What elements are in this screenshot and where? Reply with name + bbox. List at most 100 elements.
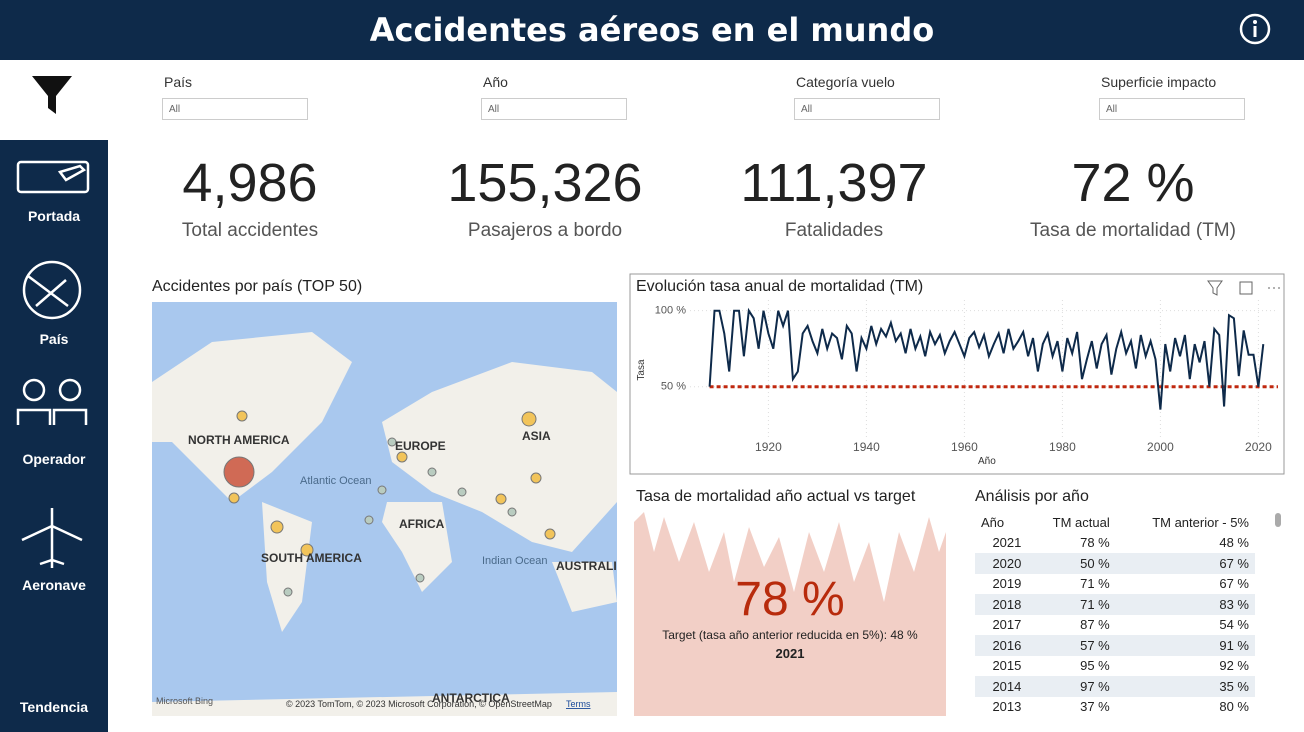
table-row: 2013 37 % 80 % <box>975 697 1255 717</box>
filter-dropdown[interactable]: All <box>794 98 940 120</box>
table-cell: 2016 <box>992 637 1022 653</box>
card-title: Tasa de mortalidad año actual vs target <box>636 488 916 505</box>
x-tick-label: 1960 <box>951 440 978 454</box>
chart-title: Evolución tasa anual de mortalidad (TM) <box>636 278 923 295</box>
map-terms[interactable]: Terms <box>566 699 591 709</box>
table-cell: 2020 <box>992 555 1022 571</box>
table-cell: 2015 <box>992 658 1022 674</box>
y-axis-label: Tasa <box>636 359 647 381</box>
filter-dropdown[interactable]: All <box>162 98 308 120</box>
map-title: Accidentes por país (TOP 50) <box>152 278 363 295</box>
map-attribution: © 2023 TomTom, © 2023 Microsoft Corporat… <box>286 699 552 709</box>
filter-label: Superficie impacto <box>1101 74 1217 90</box>
header-title: Accidentes aéreos en el mundo <box>0 0 1304 60</box>
x-tick-label: 1980 <box>1049 440 1076 454</box>
filter-icon[interactable] <box>30 72 74 118</box>
line-chart: Evolución tasa anual de mortalidad (TM) … <box>629 273 1285 475</box>
table-row: 2019 71 % 67 % <box>975 574 1255 595</box>
table-cell: 78 % <box>1080 535 1110 551</box>
kpi-value: 111,397 <box>740 153 928 213</box>
filter-label: País <box>164 74 193 90</box>
table-cell: 97 % <box>1080 678 1110 694</box>
map-label: SOUTH AMERICA <box>261 551 362 565</box>
table-cell: 95 % <box>1080 658 1110 674</box>
nav-label[interactable]: Tendencia <box>19 699 89 715</box>
kpi-value: 72 % <box>1071 153 1195 213</box>
kpi-label: Tasa de mortalidad (TM) <box>1030 220 1236 241</box>
table-cell: 48 % <box>1219 535 1249 551</box>
table-cell: 2021 <box>992 535 1022 551</box>
table: Año TM actual TM anterior - 5% 2021 78 % 48 %… <box>975 512 1255 716</box>
ocean-label: Indian Ocean <box>482 555 547 567</box>
table-row: 2014 97 % 35 % <box>975 676 1255 697</box>
table-cell: 67 % <box>1219 576 1249 592</box>
table-row: 2020 50 % 67 % <box>975 553 1255 574</box>
table-cell: 57 % <box>1080 637 1110 653</box>
y-tick-label: 50 % <box>661 381 686 393</box>
table-cell: 2019 <box>992 576 1022 592</box>
nav-label[interactable]: Portada <box>27 208 81 224</box>
filter-label: Categoría vuelo <box>796 74 895 90</box>
line-series <box>708 307 1265 410</box>
visual-icons[interactable] <box>1207 280 1280 296</box>
scrollbar[interactable] <box>1275 513 1281 527</box>
column-header[interactable]: Año <box>981 514 1005 530</box>
column-header[interactable]: TM anterior - 5% <box>1152 514 1249 530</box>
y-tick-label: 100 % <box>655 305 686 317</box>
table-cell: 71 % <box>1080 596 1110 612</box>
x-tick-label: 1920 <box>755 440 782 454</box>
nav-label[interactable]: Aeronave <box>22 577 86 593</box>
table-cell: 2018 <box>992 596 1022 612</box>
kpi-label: Pasajeros a bordo <box>467 220 623 241</box>
table-cell: 87 % <box>1080 617 1110 633</box>
ocean-label: Atlantic Ocean <box>300 475 372 487</box>
table-cell: 2014 <box>992 678 1022 694</box>
x-tick-label: 2000 <box>1147 440 1174 454</box>
x-tick-label: 1940 <box>853 440 880 454</box>
column-header[interactable]: TM actual <box>1052 514 1110 530</box>
info-icon[interactable] <box>1238 12 1272 46</box>
kpi-value: 155,326 <box>447 153 643 213</box>
table-cell: 54 % <box>1219 617 1249 633</box>
x-axis-label: Año <box>978 456 996 467</box>
table-row: 2018 71 % 83 % <box>975 594 1255 615</box>
table-cell: 35 % <box>1219 678 1249 694</box>
nav-icons <box>16 160 90 568</box>
table-row: 2015 95 % 92 % <box>975 656 1255 677</box>
table-row: 2017 87 % 54 % <box>975 615 1255 636</box>
table-cell: 80 % <box>1219 699 1249 715</box>
x-tick-label: 2020 <box>1245 440 1272 454</box>
table-title: Análisis por año <box>975 488 1089 505</box>
kpi-label: Fatalidades <box>784 220 884 241</box>
map-label: NORTH AMERICA <box>188 433 290 447</box>
kpi-label: Total accidentes <box>181 220 319 241</box>
table-cell: 67 % <box>1219 555 1249 571</box>
nav-label[interactable]: País <box>39 331 69 347</box>
table-header-row: Año TM actual TM anterior - 5% <box>975 512 1255 533</box>
card-target: Target (tasa año anterior reducida en 5%… <box>662 628 918 642</box>
table-row: 2016 57 % 91 % <box>975 635 1255 656</box>
filter-dropdown[interactable]: All <box>1099 98 1245 120</box>
map-label: ANTARCTICA <box>432 691 510 705</box>
sidebar <box>0 140 108 732</box>
table-cell: 71 % <box>1080 576 1110 592</box>
table-cell: 92 % <box>1219 658 1249 674</box>
nav-label[interactable]: Operador <box>22 451 86 467</box>
card-value: 78 % <box>735 573 845 626</box>
table-cell: 2013 <box>992 699 1022 715</box>
table-wrap: Año TM actual TM anterior - 5% 2021 78 % 48 %… <box>975 512 1265 716</box>
map-label: AFRICA <box>399 517 445 531</box>
map: NORTH AMERICA EUROPE ASIA AFRICA SOUTH AMERI… <box>152 302 617 716</box>
table-cell: 37 % <box>1080 699 1110 715</box>
map-logo: Microsoft Bing <box>156 696 213 706</box>
filter-label: Año <box>483 74 508 90</box>
table-cell: 50 % <box>1080 555 1110 571</box>
map-label: ASIA <box>522 429 551 443</box>
table-row: 2021 78 % 48 % <box>975 533 1255 554</box>
table-cell: 83 % <box>1219 596 1249 612</box>
kpi-value: 4,986 <box>182 153 318 213</box>
card-year: 2021 <box>775 646 805 661</box>
filter-dropdown[interactable]: All <box>481 98 627 120</box>
